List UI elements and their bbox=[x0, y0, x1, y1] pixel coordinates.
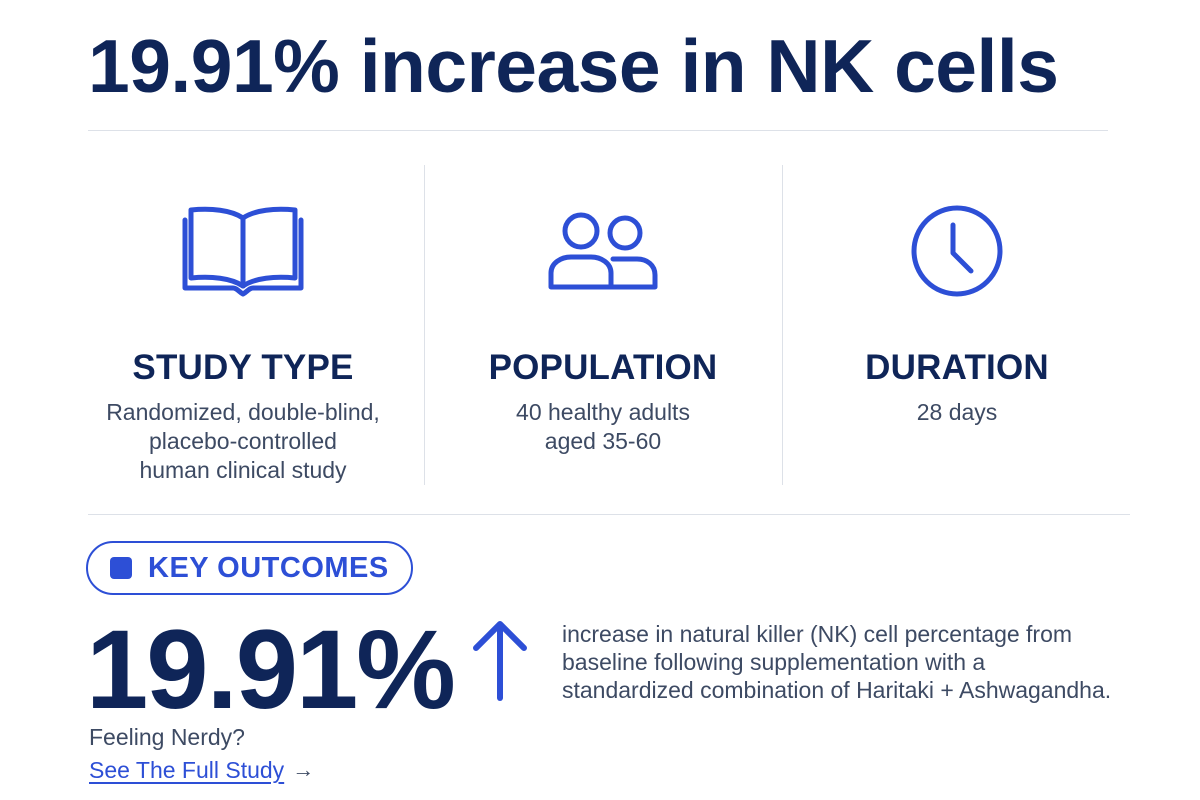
headline: 19.91% increase in NK cells bbox=[88, 24, 1059, 108]
people-icon bbox=[548, 212, 658, 290]
see-full-study-link[interactable]: See The Full Study → bbox=[89, 754, 314, 786]
study-type-description: Randomized, double-blind, placebo-contro… bbox=[106, 399, 380, 483]
feeling-nerdy-text: Feeling Nerdy? bbox=[89, 724, 245, 750]
see-full-study-label[interactable]: See The Full Study bbox=[89, 757, 285, 783]
column-divider-2 bbox=[782, 165, 783, 485]
arrow-right-icon[interactable]: → bbox=[292, 757, 315, 782]
column-divider-1 bbox=[424, 165, 425, 485]
duration-card: DURATION 28 days bbox=[784, 190, 1130, 427]
open-book-icon bbox=[182, 206, 304, 297]
population-description: 40 healthy adults aged 35-60 bbox=[516, 399, 690, 454]
population-card: POPULATION 40 healthy adults aged 35-60 bbox=[426, 190, 780, 456]
square-bullet-icon bbox=[110, 557, 132, 579]
top-divider bbox=[88, 130, 1108, 131]
duration-title: DURATION bbox=[865, 348, 1049, 387]
section-divider bbox=[88, 514, 1130, 515]
clock-icon bbox=[911, 205, 1003, 297]
outcome-description: increase in natural killer (NK) cell per… bbox=[562, 621, 1112, 703]
arrow-up-icon bbox=[473, 621, 527, 701]
key-outcomes-badge: KEY OUTCOMES bbox=[86, 541, 413, 595]
study-type-title: STUDY TYPE bbox=[132, 348, 354, 387]
duration-description: 28 days bbox=[916, 399, 998, 425]
population-title: POPULATION bbox=[488, 348, 718, 387]
study-type-card: STUDY TYPE Randomized, double-blind, pla… bbox=[64, 190, 422, 485]
outcome-stat: 19.91% bbox=[86, 607, 456, 732]
key-outcomes-label: KEY OUTCOMES bbox=[148, 551, 389, 584]
